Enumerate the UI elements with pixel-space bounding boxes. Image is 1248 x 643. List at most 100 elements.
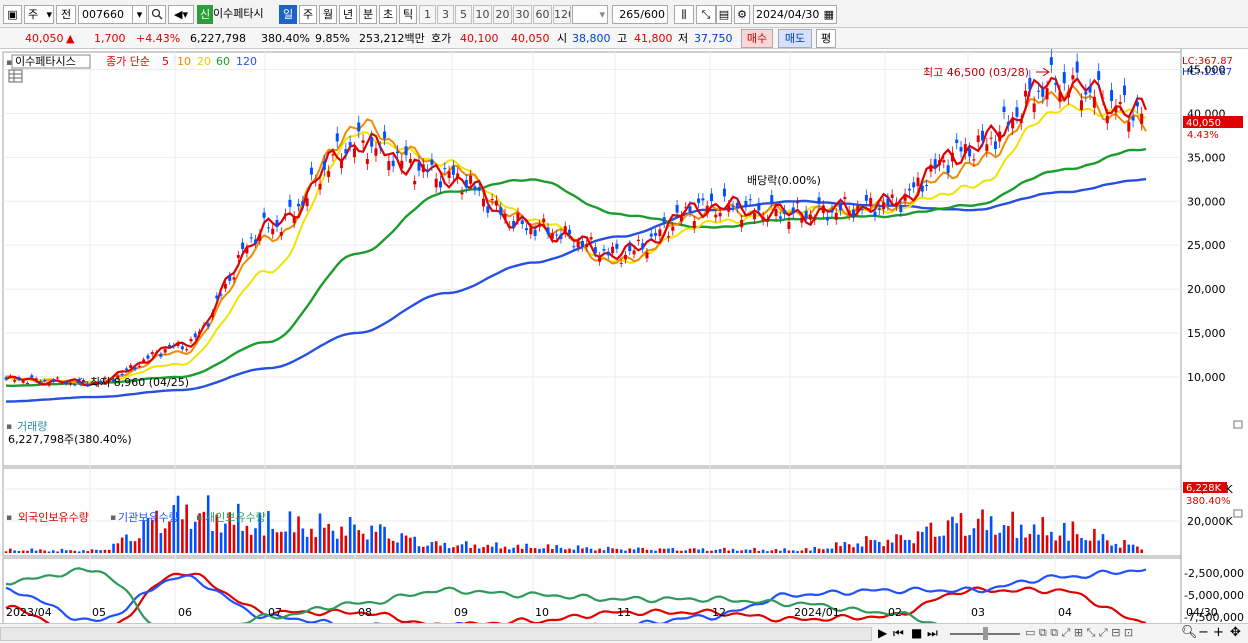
volume-bar [994, 534, 997, 553]
candle-body [86, 383, 90, 386]
candle-body [314, 180, 318, 182]
volume-panel-close-icon[interactable] [1233, 420, 1243, 429]
move-icon[interactable]: ✥ [1230, 625, 1241, 640]
volume-bar [594, 550, 597, 553]
candle-body [482, 198, 486, 207]
volume-bar [460, 544, 464, 553]
candle-body [925, 185, 929, 187]
candle-body [137, 365, 141, 367]
candle-body [886, 198, 890, 206]
interval-1[interactable]: 1 [419, 5, 436, 24]
interval-5[interactable]: 5 [455, 5, 472, 24]
rewind-icon[interactable]: ⏮ [893, 626, 904, 640]
volume-bar [938, 536, 941, 553]
interval-120[interactable]: 120 [553, 5, 571, 24]
candle-body [1118, 101, 1122, 105]
zoom-slider-handle[interactable] [983, 627, 988, 640]
volume-bar [774, 549, 778, 553]
sell-button[interactable]: 매도 [778, 29, 812, 48]
volume-bar [482, 547, 485, 553]
period-second[interactable]: 초 [379, 5, 397, 24]
volume-bar [1105, 540, 1109, 553]
candle-body [163, 349, 167, 353]
volume-bar [968, 535, 971, 553]
interval-input[interactable]: ▾ [572, 5, 608, 24]
gear-icon[interactable]: ⚙ [734, 5, 750, 24]
volume-bar [310, 528, 313, 553]
count-input[interactable]: 265/600 [612, 5, 668, 24]
volume-bar [284, 531, 287, 553]
candle-body [64, 381, 68, 384]
volume-bar [1084, 540, 1088, 553]
sub-mode-button[interactable]: 전 [56, 5, 76, 24]
speaker-icon[interactable]: ◀▾ [168, 5, 194, 24]
fast-forward-icon[interactable]: ⏭ [927, 626, 938, 640]
window-icon[interactable]: ▣ [3, 5, 22, 24]
candle-body [477, 187, 481, 191]
volume-bar [469, 548, 472, 553]
volume-bar [241, 530, 244, 553]
grip-icon: ▪ [6, 513, 12, 523]
volume-bar [391, 540, 395, 553]
volume-bar [538, 548, 541, 553]
ma120-line [5, 177, 1147, 403]
candle-body [821, 205, 825, 213]
candle-body [550, 233, 554, 239]
chart-tools-icons[interactable]: ▭ ⧉ ⧉ ⤢ ⊞ ⤡ ⤢ ⊟ ⊡ [1025, 626, 1134, 639]
zoom-out-icon[interactable]: − [1198, 625, 1209, 640]
zoom-icon[interactable]: 🔍︎ [1181, 625, 1198, 640]
candle-body [124, 368, 128, 371]
volume-bar [791, 550, 795, 553]
volume-bar [688, 548, 692, 553]
chart-area[interactable]: ▪ 이수페타시스 종가 단순 5 10 20 60 120 LC:367.87 … [0, 49, 1248, 623]
period-minute[interactable]: 분 [359, 5, 377, 24]
volume-bar [383, 526, 386, 553]
table-icon[interactable] [8, 69, 23, 83]
buy-button[interactable]: 매수 [741, 29, 773, 48]
candle-body [894, 202, 898, 206]
code-input[interactable]: 007660 [78, 5, 133, 24]
search-icon[interactable] [148, 5, 166, 24]
period-tick[interactable]: 틱 [399, 5, 417, 24]
ma60-label: 60 [216, 55, 230, 68]
candle-body [882, 202, 886, 210]
period-month[interactable]: 월 [319, 5, 337, 24]
market-select[interactable]: 주 ▾ [24, 5, 54, 24]
zoom-in-icon[interactable]: + [1213, 625, 1224, 640]
period-day[interactable]: 일 [279, 5, 297, 24]
eval-button[interactable]: 평 [816, 29, 836, 48]
candle-icon[interactable]: ⫼ [674, 5, 694, 24]
interval-60[interactable]: 60 [533, 5, 552, 24]
open-label: 시 [557, 32, 568, 45]
stop-icon[interactable]: ■ [911, 626, 923, 640]
x-tick-label: 08 [358, 606, 372, 619]
interval-3[interactable]: 3 [437, 5, 454, 24]
candle-body [619, 262, 623, 264]
interval-20[interactable]: 20 [493, 5, 512, 24]
volume-bar [116, 543, 120, 553]
date-input[interactable]: 2024/04/30 ▦ [753, 5, 837, 24]
code-dropdown-icon[interactable]: ▾ [133, 5, 147, 24]
holdings-axis: -2,500,000-5,000,000-7,500,000-10,000,00… [1184, 567, 1244, 623]
candle-body [1088, 86, 1092, 93]
candle-body [133, 367, 137, 370]
interval-10[interactable]: 10 [473, 5, 492, 24]
volume-bar [280, 531, 283, 553]
period-week[interactable]: 주 [299, 5, 317, 24]
candle-body [1058, 92, 1062, 102]
volume-bar [357, 530, 361, 553]
volume-bar [129, 541, 133, 553]
volume-bar [206, 495, 210, 553]
interval-30[interactable]: 30 [513, 5, 532, 24]
horizontal-scrollbar[interactable] [0, 627, 872, 641]
save-icon[interactable]: ▤ [716, 5, 732, 24]
period-year[interactable]: 년 [339, 5, 357, 24]
volume-bar [125, 534, 128, 553]
crosshair-icon[interactable]: ⤡ [696, 5, 716, 24]
volume-bar [619, 549, 623, 553]
scroll-right-icon[interactable]: ▶ [878, 626, 888, 640]
volume-bar [396, 542, 399, 553]
volume-bar [903, 539, 907, 553]
candle-body [572, 246, 576, 248]
holdings-panel-close-icon[interactable] [1233, 509, 1243, 518]
